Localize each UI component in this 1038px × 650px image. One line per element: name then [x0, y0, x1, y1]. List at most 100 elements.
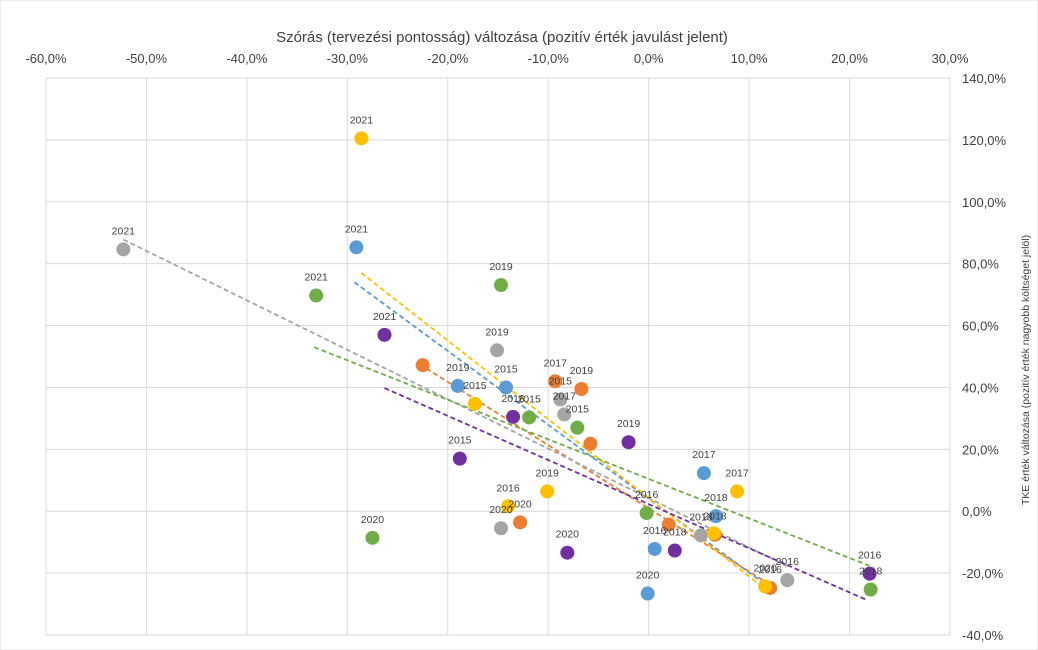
- x-tick-label: -40,0%: [226, 51, 268, 66]
- data-point: [863, 582, 878, 597]
- x-tick-label: -30,0%: [327, 51, 369, 66]
- data-label: 2020: [361, 514, 385, 526]
- data-label: 2018: [663, 527, 687, 539]
- gridlines: [45, 77, 951, 636]
- data-label: 2019: [570, 365, 594, 377]
- y-tick-label: 140,0%: [962, 71, 1007, 86]
- data-label: 2015: [494, 363, 518, 375]
- data-label: 2021: [350, 114, 374, 126]
- data-point: [583, 436, 598, 451]
- x-tick-label: -10,0%: [528, 51, 570, 66]
- data-label: 2017: [544, 357, 568, 369]
- data-point: [730, 484, 745, 499]
- data-point: [354, 131, 369, 146]
- x-tick-label: -50,0%: [126, 51, 168, 66]
- data-label: 2021: [373, 311, 397, 323]
- data-point: [116, 242, 131, 257]
- data-point: [553, 392, 568, 407]
- data-label: 2018: [704, 492, 728, 504]
- data-label: 2016: [759, 564, 783, 576]
- data-point: [309, 288, 324, 303]
- data-label: 2017: [692, 449, 716, 461]
- data-label: 2018: [859, 566, 883, 578]
- data-point: [522, 410, 537, 425]
- trendline: [122, 238, 788, 568]
- y-tick-label: 20,0%: [962, 442, 999, 457]
- data-point: [696, 466, 711, 481]
- data-point: [377, 327, 392, 342]
- data-point: [780, 573, 795, 588]
- data-point: [708, 509, 723, 524]
- data-point: [450, 378, 465, 393]
- data-label: 2019: [446, 362, 470, 374]
- data-point: [467, 396, 482, 411]
- y-tick-label: 100,0%: [962, 195, 1007, 210]
- data-point: [349, 240, 364, 255]
- data-label: 2020: [754, 562, 778, 574]
- trendline: [313, 346, 871, 568]
- y-tick-label: -20,0%: [962, 566, 1004, 581]
- data-label: 2020: [556, 529, 580, 541]
- data-point: [415, 358, 430, 373]
- data-label: 2019: [617, 418, 641, 430]
- data-point: [661, 517, 676, 532]
- data-point: [647, 541, 662, 556]
- data-point: [494, 521, 509, 536]
- data-point: [506, 409, 521, 424]
- data-label: 2016: [858, 550, 882, 562]
- data-label: 2020: [489, 504, 513, 516]
- data-point: [452, 451, 467, 466]
- data-point: [862, 566, 877, 581]
- data-point: [693, 528, 708, 543]
- data-point: [758, 579, 773, 594]
- data-label: 2020: [508, 498, 532, 510]
- data-label: 2015: [549, 376, 573, 388]
- data-point: [570, 420, 585, 435]
- y-tick-label: 40,0%: [962, 380, 999, 395]
- data-label: 2015: [463, 380, 487, 392]
- data-label: 2015: [517, 393, 541, 405]
- data-label: 2018: [703, 511, 727, 523]
- data-label: 2021: [345, 223, 369, 235]
- x-tick-label: -20,0%: [427, 51, 469, 66]
- x-axis-title: Szórás (tervezési pontosság) változása (…: [276, 29, 728, 46]
- data-label: 2017: [553, 390, 577, 402]
- data-label: 2015: [448, 435, 472, 447]
- data-point: [574, 381, 589, 396]
- data-label: 2017: [725, 467, 749, 479]
- data-points: [116, 131, 878, 601]
- x-tick-label: 0,0%: [634, 51, 664, 66]
- data-point: [667, 543, 682, 558]
- y-tick-label: -40,0%: [962, 628, 1004, 643]
- data-label: 2016: [776, 556, 800, 568]
- trendline: [353, 281, 770, 589]
- data-label: 2016: [643, 525, 667, 537]
- data-label: 2019: [485, 326, 509, 338]
- data-point: [560, 545, 575, 560]
- y-tick-label: 0,0%: [962, 504, 992, 519]
- data-point: [640, 586, 655, 601]
- data-label: 2016: [635, 489, 659, 501]
- x-tick-label: -60,0%: [25, 51, 67, 66]
- data-point: [501, 499, 516, 514]
- tick-labels: -60,0% -50,0% -40,0% -30,0% -20,0% -10,0% 0,0%…: [25, 51, 1006, 643]
- data-label: 2021: [305, 272, 329, 284]
- data-point: [499, 380, 514, 395]
- data-point: [548, 374, 563, 389]
- data-label: 2016: [501, 393, 525, 405]
- data-label: 2019: [536, 467, 560, 479]
- data-point: [557, 407, 572, 422]
- x-tick-label: 10,0%: [731, 51, 768, 66]
- data-label: 2016: [496, 482, 520, 494]
- y-axis-title: TKE érték változása (pozitív érték nagyo…: [1020, 235, 1032, 505]
- data-point: [489, 343, 504, 358]
- y-tick-label: 120,0%: [962, 133, 1007, 148]
- data-label: 2018: [689, 511, 713, 523]
- x-tick-label: 20,0%: [831, 51, 868, 66]
- data-point: [494, 278, 509, 293]
- data-label: 2019: [489, 261, 513, 273]
- data-label: 2015: [566, 404, 590, 416]
